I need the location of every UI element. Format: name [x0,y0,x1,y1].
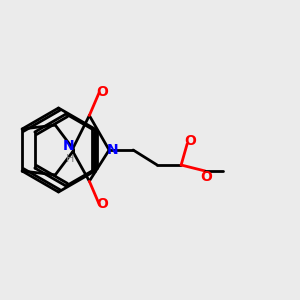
Text: N: N [106,143,118,157]
Text: H: H [66,154,74,164]
Text: O: O [201,170,213,184]
Text: O: O [184,134,196,148]
Text: O: O [96,197,108,211]
Text: O: O [96,85,108,99]
Text: N: N [62,139,74,152]
